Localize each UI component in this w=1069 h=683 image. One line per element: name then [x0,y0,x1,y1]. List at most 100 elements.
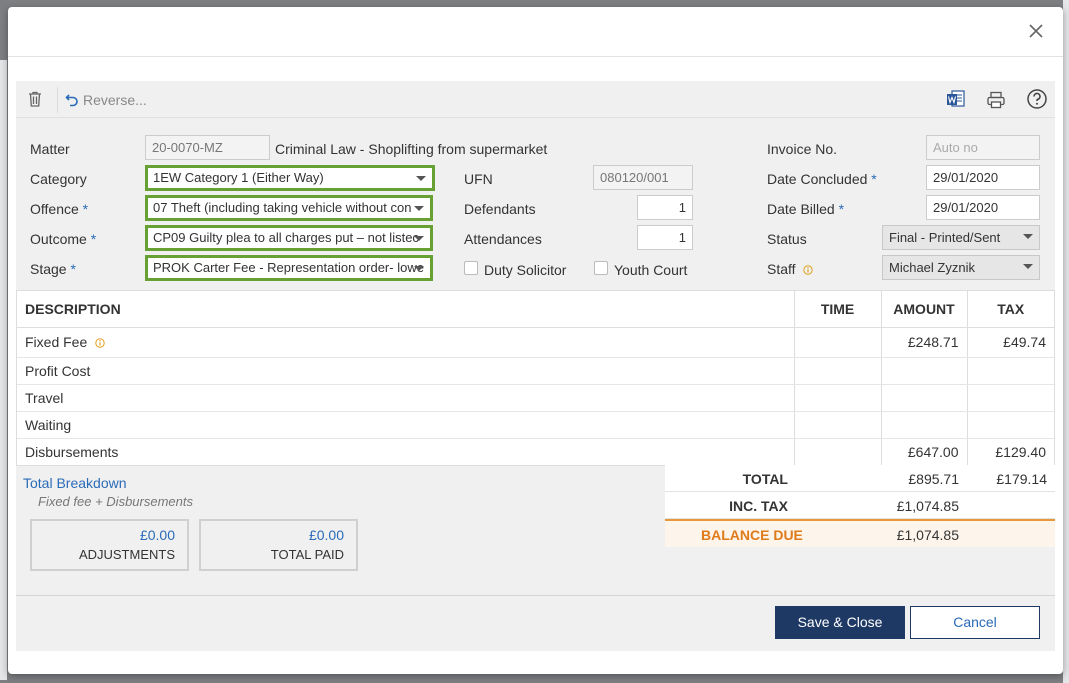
offence-value: 07 Theft (including taking vehicle witho… [153,200,412,215]
youth-court-checkbox[interactable] [594,261,608,275]
inc-tax-row: INC. TAX £1,074.85 [665,492,1055,519]
fee-description-cell: Disbursements [25,443,119,460]
chevron-down-icon [1023,234,1033,239]
table-row[interactable]: Profit Cost [17,357,1054,385]
cancel-button[interactable]: Cancel [910,606,1040,639]
table-row[interactable]: Disbursements £647.00 £129.40 [17,438,1054,465]
total-label: TOTAL [742,471,788,487]
category-value: 1EW Category 1 (Either Way) [153,170,324,185]
youth-court-label: Youth Court [614,262,688,278]
adjustments-box[interactable]: £0.00 ADJUSTMENTS [30,519,189,571]
attendances-field[interactable]: 1 [637,225,693,250]
outcome-value: CP09 Guilty plea to all charges put – no… [153,230,419,245]
total-paid-box[interactable]: £0.00 TOTAL PAID [199,519,358,571]
info-icon [803,265,814,275]
background-panel-left [0,60,7,680]
total-paid-label: TOTAL PAID [270,547,344,562]
date-billed-field[interactable]: 29/01/2020 [926,195,1040,220]
undo-icon [65,94,78,107]
column-header-description: DESCRIPTION [17,291,795,328]
background-panel-right [1063,0,1069,683]
help-icon[interactable] [1026,88,1048,110]
total-breakdown-link[interactable]: Total Breakdown [23,475,127,491]
attendances-label: Attendances [464,231,542,247]
invoice-no-label: Invoice No. [767,141,838,157]
bill-dialog: Reverse... Matter 20-0070-MZ Criminal [8,7,1063,674]
fee-time-cell [793,384,882,412]
fee-description-cell: Fixed Fee [17,327,795,358]
status-value: Final - Printed/Sent [889,230,1001,245]
column-header-amount: AMOUNT [880,291,967,328]
matter-field[interactable]: 20-0070-MZ [145,135,270,160]
stage-label: Stage * [30,261,76,277]
defendants-field[interactable]: 1 [637,195,693,220]
chevron-down-icon [414,236,424,241]
fee-description-cell: Waiting [17,411,795,439]
fee-time-cell [793,438,882,465]
offence-label: Offence * [30,201,89,217]
table-row[interactable]: Waiting [17,411,1054,439]
table-row[interactable]: Travel [17,384,1054,412]
total-paid-value: £0.00 [308,527,344,543]
total-amount: £895.71 [908,471,959,487]
balance-due-label: BALANCE DUE [701,527,803,543]
adjustments-label: ADJUSTMENTS [78,547,175,562]
reverse-button[interactable]: Reverse... [65,90,147,110]
fee-table: DESCRIPTION TIME AMOUNT TAX Fixed Fee £2… [16,290,1055,466]
dialog-body: Reverse... Matter 20-0070-MZ Criminal [16,81,1055,651]
balance-due-amount: £1,074.85 [896,527,959,543]
stage-select[interactable]: PROK Carter Fee - Representation order- … [145,255,433,281]
column-header-time: TIME [793,291,882,328]
inc-tax-label: INC. TAX [729,498,788,514]
table-row[interactable]: Fixed Fee £248.71 £49.74 [17,327,1054,358]
matter-description: Criminal Law - Shoplifting from supermar… [275,141,548,157]
stage-value: PROK Carter Fee - Representation order- … [153,260,424,275]
trash-icon[interactable] [26,90,44,108]
total-tax: £179.14 [996,471,1047,487]
fee-tax-cell [966,384,1054,412]
breakdown-subtitle: Fixed fee + Disbursements [38,494,193,509]
fee-time-cell [793,411,882,439]
staff-select[interactable]: Michael Zyznik [882,255,1040,280]
duty-solicitor-checkbox[interactable] [464,261,478,275]
category-select[interactable]: 1EW Category 1 (Either Way) [145,165,435,191]
word-icon[interactable] [946,89,966,109]
ufn-label: UFN [464,171,493,187]
chevron-down-icon [414,266,424,271]
ufn-field[interactable]: 080120/001 [593,165,693,190]
dialog-header [8,7,1063,57]
inc-tax-amount: £1,074.85 [896,498,959,514]
outcome-select[interactable]: CP09 Guilty plea to all charges put – no… [145,225,433,251]
balance-due-row: BALANCE DUE £1,074.85 [665,519,1055,547]
offence-select[interactable]: 07 Theft (including taking vehicle witho… [145,195,433,221]
chevron-down-icon [1023,264,1033,269]
fee-amount-cell [880,411,967,439]
staff-value: Michael Zyznik [889,260,975,275]
fee-description-cell: Travel [17,384,795,412]
save-close-button[interactable]: Save & Close [775,606,905,639]
fee-tax-cell: £49.74 [966,327,1054,358]
footer-divider [16,595,1055,596]
table-header-row: DESCRIPTION TIME AMOUNT TAX [17,291,1054,328]
defendants-label: Defendants [464,201,536,217]
staff-label: Staff [767,261,814,277]
date-billed-label: Date Billed * [767,201,845,217]
toolbar-divider [57,87,58,113]
fee-tax-cell: £129.40 [966,438,1054,465]
fee-description-cell: Profit Cost [17,357,795,385]
totals-panel: TOTAL £895.71 £179.14 INC. TAX £1,074.85… [665,465,1055,547]
date-concluded-label: Date Concluded * [767,171,877,187]
matter-label: Matter [30,141,70,157]
fee-amount-cell: £647.00 [880,438,967,465]
close-icon[interactable] [1027,22,1045,40]
print-icon[interactable] [986,90,1006,110]
status-select[interactable]: Final - Printed/Sent [882,225,1040,250]
fee-tax-cell [966,411,1054,439]
total-row: TOTAL £895.71 £179.14 [665,465,1055,492]
fee-tax-cell [966,357,1054,385]
invoice-no-field[interactable]: Auto no [926,135,1040,160]
chevron-down-icon [416,176,426,181]
fee-time-cell [793,327,882,358]
duty-solicitor-label: Duty Solicitor [484,262,567,278]
date-concluded-field[interactable]: 29/01/2020 [926,165,1040,190]
